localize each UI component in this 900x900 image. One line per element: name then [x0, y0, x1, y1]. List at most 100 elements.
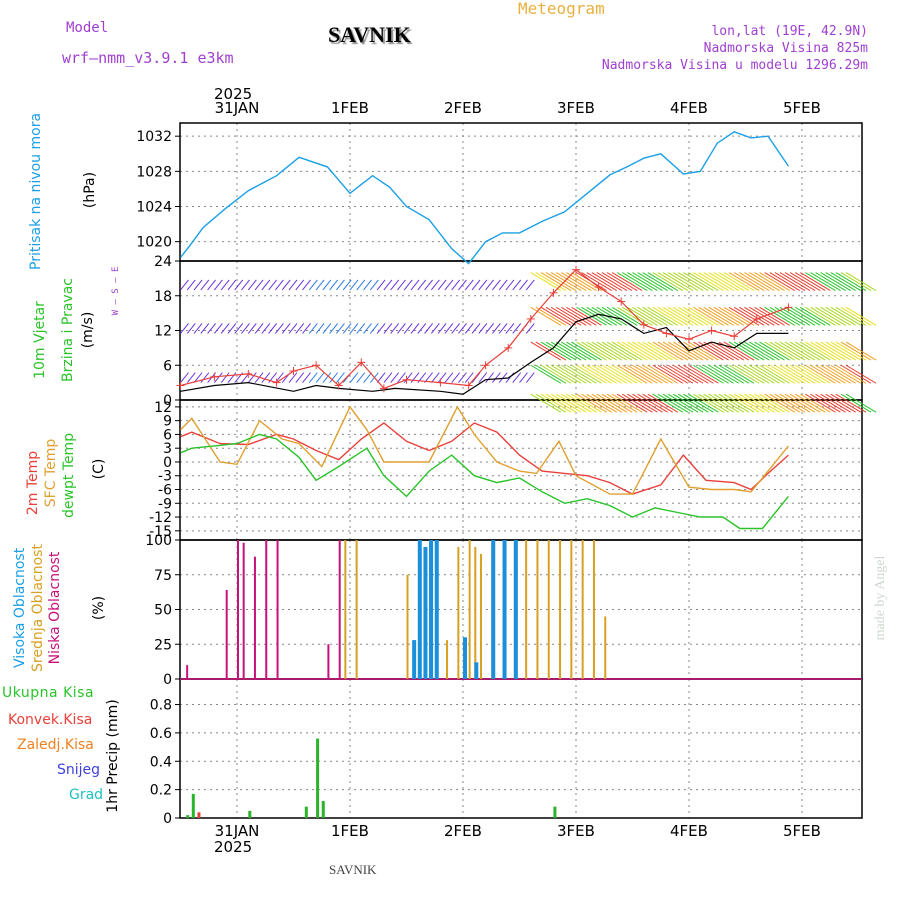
wind-barb — [349, 279, 359, 291]
precip-grad-label: Grad — [69, 787, 104, 803]
wind-barb — [390, 372, 400, 383]
wind-barb — [805, 272, 836, 292]
wind-barb — [794, 272, 826, 292]
wind-barb — [581, 341, 612, 361]
wind-barb — [662, 364, 694, 384]
wind-barb — [678, 364, 709, 384]
precip-frz-label: Zaledj.Kisa — [17, 737, 94, 753]
wind-barb — [596, 341, 628, 361]
wind-barb — [376, 279, 386, 291]
wind-barb — [288, 323, 298, 334]
wind-barb — [759, 306, 790, 326]
wind-barb — [672, 393, 704, 413]
wind-barb — [642, 393, 673, 413]
wind-barb — [637, 341, 668, 361]
wind-barb — [764, 364, 795, 384]
wind-barb — [744, 364, 775, 384]
wind-barb — [383, 372, 393, 383]
wind-barb — [403, 323, 413, 334]
wind-barb — [647, 341, 679, 361]
wind-barb — [451, 372, 461, 383]
wind-barb — [784, 364, 816, 384]
wind-barb — [540, 272, 572, 292]
wind-barb — [678, 393, 709, 413]
wind-barb — [784, 393, 816, 413]
bottom-year-label: 2025 — [214, 838, 253, 856]
wind-barb — [688, 341, 719, 361]
wind-barb — [739, 393, 770, 413]
wind-barb — [601, 341, 633, 361]
wind-barb — [627, 393, 658, 413]
wind-barb — [519, 279, 528, 291]
wind-barb — [627, 272, 658, 292]
wind-barb — [800, 341, 831, 361]
wind-barb — [657, 364, 689, 384]
wind-barb — [437, 323, 447, 334]
wind-barb — [383, 279, 393, 291]
wind-barb — [718, 393, 750, 413]
wind-barb — [545, 306, 577, 326]
wind-barb — [703, 393, 734, 413]
wind-barb — [815, 272, 846, 292]
total-precip-bar — [316, 738, 320, 818]
wind-barb — [207, 323, 217, 334]
wind-barb — [672, 341, 704, 361]
wind-barb — [566, 272, 597, 292]
wind-barb — [723, 272, 755, 292]
wind-barb — [200, 279, 210, 291]
wind-barb — [261, 323, 271, 334]
bottom-date-label: 31JAN — [215, 822, 260, 840]
wind-barb — [764, 306, 795, 326]
wind-barb — [708, 393, 740, 413]
wind-barb — [627, 364, 658, 384]
lonlat-label: lon,lat (19E, 42.9N) — [711, 24, 868, 39]
wind-barb — [825, 364, 856, 384]
wind-barb — [637, 306, 668, 326]
wind-barb — [667, 272, 699, 292]
wind-barb — [779, 341, 811, 361]
wind-barb — [315, 323, 325, 334]
wind-barb — [789, 393, 821, 413]
wind-barb — [451, 279, 461, 291]
mid-cloud-bar — [446, 640, 449, 679]
wind-gust-line — [180, 268, 789, 390]
low-cloud-bar — [186, 665, 189, 679]
wind-barb — [611, 341, 643, 361]
wind-barb — [845, 272, 877, 292]
wind-barb — [820, 306, 851, 326]
wind-barb — [200, 323, 210, 334]
wind-barb — [749, 272, 780, 292]
wind-barb — [591, 393, 623, 413]
panel-frame — [179, 122, 863, 262]
y-tick-label: 100 — [145, 533, 172, 549]
wind-barb — [810, 272, 841, 292]
wind-barb — [288, 372, 298, 383]
wind-barb — [652, 272, 684, 292]
wind-barb — [227, 279, 237, 291]
wind-barb — [437, 372, 447, 383]
wind-barb — [606, 393, 638, 413]
wind-barb — [241, 323, 250, 334]
wind-barb — [383, 323, 393, 334]
wind-barb — [214, 372, 223, 383]
wind-barb — [708, 341, 740, 361]
wind-barb — [193, 372, 203, 383]
conv-precip-bar — [197, 812, 201, 818]
wind-barb — [845, 306, 877, 326]
wind-barb — [759, 393, 790, 413]
wind-barb — [220, 372, 230, 383]
wind-barb — [342, 323, 352, 334]
wind-barb — [561, 364, 592, 384]
wind-barb — [769, 393, 801, 413]
wind-barb — [275, 279, 284, 291]
total-precip-bar — [553, 806, 557, 818]
wind-barb — [606, 306, 638, 326]
y-tick-label: 0.4 — [150, 754, 172, 770]
wind-barb — [672, 272, 704, 292]
bottom-date-label: 5FEB — [783, 822, 821, 840]
wind-barb — [642, 364, 673, 384]
wind-barb — [622, 341, 653, 361]
wind-barb — [657, 306, 689, 326]
wind-barb — [754, 306, 785, 326]
low-cloud-bar — [265, 540, 268, 679]
